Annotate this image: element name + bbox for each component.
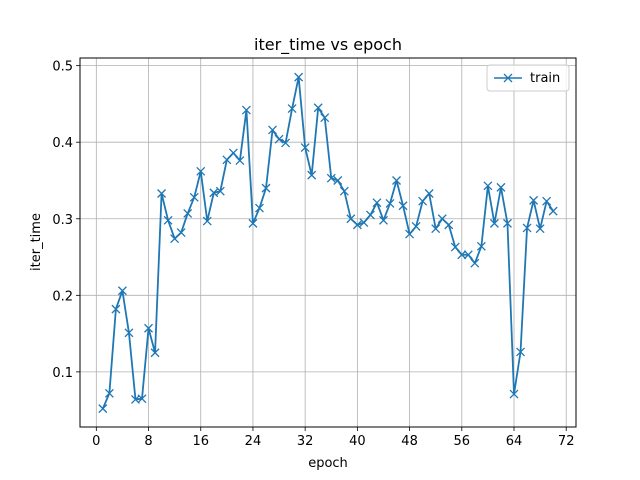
data-point <box>281 138 291 148</box>
data-point <box>124 328 134 338</box>
data-point <box>352 220 362 230</box>
data-point <box>215 186 225 196</box>
data-point <box>248 218 258 228</box>
data-point <box>176 228 186 238</box>
data-point <box>509 389 519 399</box>
data-point <box>320 113 330 123</box>
legend-box <box>486 64 570 92</box>
data-point <box>163 215 173 225</box>
data-point <box>111 304 121 314</box>
data-point <box>431 224 441 234</box>
data-point <box>516 347 525 357</box>
data-point <box>157 189 167 198</box>
data-point <box>535 224 545 234</box>
data-point <box>392 176 401 185</box>
data-point <box>104 388 114 398</box>
data-point <box>326 173 336 183</box>
data-point <box>542 196 552 206</box>
data-point <box>255 203 264 213</box>
data-point <box>450 242 460 252</box>
plot-area <box>80 58 576 427</box>
data-point <box>228 148 238 158</box>
legend-label-train: train <box>530 71 560 86</box>
data-point <box>196 166 206 176</box>
data-point <box>359 218 369 228</box>
data-point <box>144 323 153 333</box>
data-point <box>483 181 493 191</box>
data-point <box>379 215 388 225</box>
axis-ticks: 0 8 16 24 32 40 48 56 64 72 0.1 0.2 0.3 0.4 0.5 <box>52 60 574 449</box>
chart-title: iter_time vs epoch <box>254 35 402 55</box>
data-point <box>294 72 304 82</box>
data-point <box>424 189 434 198</box>
data-point <box>202 216 212 226</box>
data-point <box>235 156 245 166</box>
x-tick-label: 56 <box>454 434 471 449</box>
data-point <box>209 188 219 198</box>
data-point <box>365 210 375 220</box>
data-point <box>503 218 512 228</box>
data-point <box>300 143 310 153</box>
x-tick-label: 8 <box>144 434 152 449</box>
data-point <box>287 104 297 113</box>
y-tick-label: 0.1 <box>52 366 73 381</box>
data-point <box>261 183 271 193</box>
data-point <box>385 198 395 208</box>
data-point <box>222 155 232 165</box>
y-tick-label: 0.4 <box>52 136 73 151</box>
data-point <box>457 250 467 260</box>
y-tick-label: 0.5 <box>52 60 73 75</box>
legend: train <box>486 64 570 92</box>
data-point <box>444 220 454 230</box>
data-point <box>411 221 421 231</box>
plot-frame <box>79 57 577 428</box>
x-tick-label: 72 <box>558 434 575 449</box>
data-point <box>476 241 486 251</box>
data-point <box>117 286 127 296</box>
data-point <box>268 125 277 135</box>
legend-marker-icon <box>503 73 513 83</box>
data-point <box>529 195 539 205</box>
x-tick-label: 24 <box>245 434 262 449</box>
data-point <box>496 182 506 192</box>
data-point <box>307 170 317 180</box>
data-point <box>372 198 382 208</box>
data-point <box>470 258 480 268</box>
series-layer <box>98 72 558 414</box>
data-point <box>418 196 428 206</box>
data-point <box>398 201 408 211</box>
y-tick-label: 0.3 <box>52 213 73 228</box>
data-point <box>489 218 499 228</box>
data-point <box>463 250 473 260</box>
data-point <box>522 223 532 233</box>
x-tick-label: 16 <box>192 434 209 449</box>
data-point <box>189 192 199 202</box>
x-tick-label: 40 <box>349 434 366 449</box>
data-point <box>339 186 349 196</box>
data-point <box>333 176 343 185</box>
data-point <box>313 103 323 113</box>
data-point <box>405 229 415 239</box>
x-tick-label: 0 <box>92 434 100 449</box>
data-point <box>150 348 160 358</box>
x-tick-label: 32 <box>297 434 314 449</box>
y-tick-label: 0.2 <box>52 289 73 304</box>
data-point <box>183 208 193 218</box>
data-point <box>548 206 558 216</box>
x-tick-label: 64 <box>506 434 523 449</box>
data-point <box>241 105 251 115</box>
x-tick-label: 48 <box>401 434 418 449</box>
data-point <box>137 394 147 404</box>
data-point <box>98 404 108 414</box>
data-point <box>274 134 284 144</box>
x-axis-label: epoch <box>308 456 348 471</box>
y-axis-label: iter_time <box>29 213 44 271</box>
